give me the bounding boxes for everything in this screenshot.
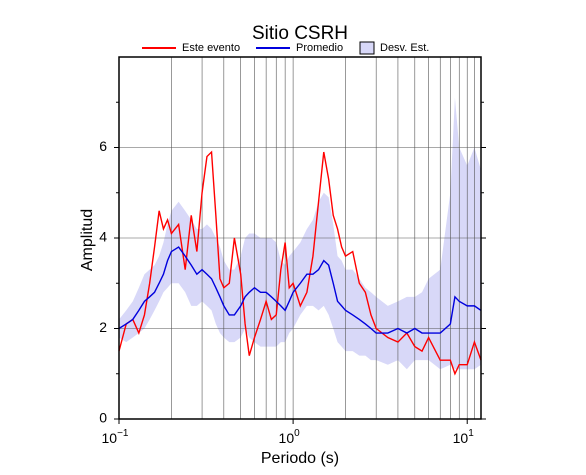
series-line [118, 150, 482, 376]
y-tick-label: 6 [99, 138, 107, 154]
x-tick-label: 10−1 [102, 428, 129, 446]
y-tick-label: 4 [99, 229, 107, 245]
y-axis-label: Amplitud [79, 209, 96, 271]
x-tick-exponent: −1 [117, 428, 129, 439]
x-tick-base: 10 [102, 430, 118, 446]
legend-swatch [359, 41, 375, 55]
x-tick-label: 100 [279, 428, 301, 446]
x-tick-label: 101 [453, 428, 475, 446]
y-tick-label: 0 [99, 410, 107, 426]
x-axis-label: Periodo (s) [261, 450, 339, 467]
x-tick-base: 10 [279, 430, 295, 446]
legend-label: Desv. Est. [380, 42, 429, 54]
x-tick-exponent: 1 [468, 428, 474, 439]
y-tick-label: 2 [99, 319, 107, 335]
x-tick-base: 10 [453, 430, 469, 446]
chart-title: Sitio CSRH [252, 23, 348, 44]
std-band [119, 97, 481, 370]
x-tick-exponent: 0 [294, 428, 300, 439]
legend-label: Promedio [296, 42, 343, 54]
legend-label: Este evento [182, 42, 240, 54]
series-line [118, 246, 482, 334]
